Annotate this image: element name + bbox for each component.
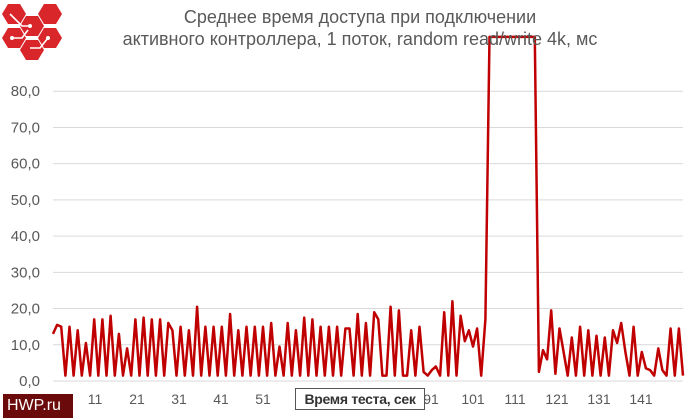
y-tick-label: 10,0	[11, 337, 40, 354]
x-tick-label: 31	[171, 391, 187, 407]
x-tick-label: 101	[461, 391, 485, 407]
y-tick-label: 60,0	[11, 156, 40, 173]
x-axis-tick-labels: 11 21 31 41 51 91 101 111 121 131 141	[88, 391, 653, 407]
x-tick-label: 51	[255, 391, 271, 407]
y-tick-label: 40,0	[11, 228, 40, 245]
y-tick-label: 80,0	[11, 83, 40, 100]
x-tick-label: 111	[504, 391, 525, 407]
y-tick-label: 20,0	[11, 301, 40, 318]
y-tick-label: 70,0	[11, 119, 40, 136]
hwp-logo	[2, 4, 62, 60]
gridlines	[53, 90, 683, 346]
x-tick-label: 121	[545, 391, 569, 407]
chart-title-line-2: активного контроллера, 1 поток, random r…	[122, 29, 598, 49]
y-tick-label: 0,0	[19, 373, 40, 390]
series-line	[51, 35, 685, 377]
y-tick-label: 30,0	[11, 264, 40, 281]
x-tick-label: 131	[587, 391, 611, 407]
x-tick-label: 21	[129, 391, 145, 407]
x-tick-label: 11	[88, 391, 103, 407]
y-axis-tick-labels: 0,0 10,0 20,0 30,0 40,0 50,0 60,0 70,0 80,0	[11, 83, 40, 390]
watermark: HWP.ru	[3, 394, 73, 418]
x-tick-label: 41	[213, 391, 229, 407]
y-tick-label: 50,0	[11, 192, 40, 209]
x-tick-label: 141	[629, 391, 653, 407]
chart-title-line-1: Среднее время доступа при подключении	[183, 7, 537, 27]
x-tick-label: 91	[423, 391, 439, 407]
x-axis-title: Время теста, сек	[295, 388, 425, 410]
